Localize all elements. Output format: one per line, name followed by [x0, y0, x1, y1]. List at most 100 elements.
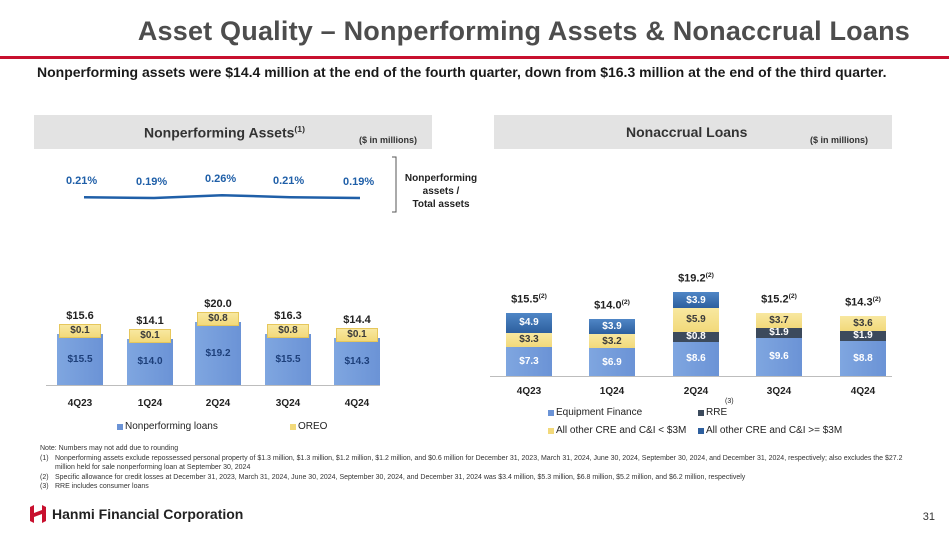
ratio-caption-line-2: assets / — [422, 186, 460, 197]
bar-total-label: $20.0 — [204, 297, 232, 310]
bar-segment-equipment-finance: $8.8 — [840, 340, 886, 376]
right-panel-title: Nonaccrual Loans — [626, 124, 748, 140]
bar-total-label: $15.5(2) — [511, 293, 547, 306]
company-logo: Hanmi Financial Corporation — [28, 504, 243, 524]
page-number: 31 — [922, 511, 935, 523]
na-legend-3: All other CRE and C&I < $3M — [548, 425, 686, 436]
np-axis-line — [46, 385, 380, 386]
rre-footnote-marker: (3) — [725, 398, 734, 405]
footnote-text: RRE includes consumer loans — [55, 483, 149, 490]
ratio-data-label: 0.26% — [205, 173, 237, 186]
legend-swatch-cre-lt — [548, 427, 554, 434]
footnote-row: (2) Specific allowance for credit losses … — [40, 473, 920, 483]
footnotes: Note: Numbers may not add due to roundin… — [40, 444, 920, 492]
bar-segment-cre-lt-3m: $3.7 — [756, 312, 802, 328]
footnote-row: (1) Nonperforming assets exclude reposses… — [40, 454, 920, 473]
x-axis-tick-label: 2Q24 — [683, 386, 709, 397]
x-axis-tick-label: 3Q24 — [275, 398, 301, 409]
right-panel-header: Nonaccrual Loans ($ in millions) — [494, 115, 892, 149]
subtitle: Nonperforming assets were $14.4 million … — [37, 64, 887, 80]
ratio-line — [83, 193, 361, 200]
bar-segment-equipment-finance: $7.3 — [506, 346, 552, 376]
x-axis-tick-label: 3Q24 — [766, 386, 792, 397]
ratio-data-label: 0.21% — [273, 175, 305, 188]
legend-swatch-rre — [698, 409, 704, 416]
na-axis-line — [490, 376, 892, 377]
bar-segment-oreo: $0.8 — [267, 323, 309, 338]
bar-segment-equipment-finance: $9.6 — [756, 337, 802, 376]
na-legend-4: All other CRE and C&I >= $3M — [698, 425, 842, 436]
bar-total-label: $14.3(2) — [845, 296, 881, 310]
left-panel-title: Nonperforming Assets(1) — [144, 124, 305, 141]
right-panel-unit: ($ in millions) — [810, 135, 869, 145]
legend-swatch-cre-ge — [698, 427, 704, 434]
footnote-row: (3) RRE includes consumer loans — [40, 482, 920, 492]
legend-swatch-oreo — [290, 423, 296, 430]
bar-total-label: $16.3 — [274, 309, 302, 322]
bar-segment-oreo: $0.1 — [59, 323, 101, 338]
legend-label-oreo: OREO — [298, 421, 328, 432]
footnote-text: Note: Numbers may not add due to roundin… — [40, 445, 179, 452]
bar-total-label: $19.2(2) — [678, 272, 714, 286]
footnote-text: Specific allowance for credit losses at … — [55, 473, 746, 481]
bar-segment-oreo: $0.1 — [129, 328, 171, 343]
ratio-caption-line-3: Total assets — [412, 199, 470, 210]
bar-segment-oreo: $0.1 — [336, 327, 378, 342]
bar-total-label: $14.1 — [136, 314, 164, 327]
ratio-data-label: 0.19% — [136, 176, 168, 188]
footnote-row: Note: Numbers may not add due to roundin… — [40, 444, 920, 454]
x-axis-tick-label: 4Q23 — [67, 398, 93, 409]
ratio-caption-line-1: Nonperforming — [404, 173, 478, 184]
legend-label-np: Nonperforming loans — [125, 421, 218, 432]
footnote-key: (3) — [40, 483, 49, 490]
np-legend-1: Nonperforming loans — [117, 421, 218, 432]
page-title: Asset Quality – Nonperforming Assets & N… — [137, 16, 910, 46]
legend-label-rre: RRE — [706, 407, 728, 418]
ratio-data-label: 0.21% — [66, 175, 98, 188]
bar-total-label: $14.4 — [343, 313, 371, 326]
footnote-text: Nonperforming assets exclude repossessed… — [55, 454, 903, 472]
bar-segment-nonperforming-loans: $15.5 — [57, 333, 103, 385]
x-axis-tick-label: 1Q24 — [137, 398, 163, 409]
ratio-bracket — [392, 156, 397, 213]
x-axis-tick-label: 4Q23 — [516, 386, 542, 397]
bar-segment-cre-lt-3m: $3.6 — [840, 316, 886, 331]
bar-segment-equipment-finance: $8.6 — [673, 341, 719, 376]
footnote-key: (2) — [40, 473, 49, 481]
x-axis-tick-label: 2Q24 — [205, 398, 231, 409]
x-axis-tick-label: 1Q24 — [599, 386, 625, 397]
left-panel-unit: ($ in millions) — [359, 135, 418, 145]
ratio-caption: Nonperforming assets / Total assets — [396, 172, 486, 211]
x-axis-tick-label: 4Q24 — [850, 386, 876, 397]
legend-label-cre-lt: All other CRE and C&I < $3M — [556, 425, 687, 436]
bar-segment-nonperforming-loans: $14.3 — [334, 337, 380, 385]
legend-swatch-np — [117, 423, 123, 430]
np-legend-2: OREO — [290, 421, 327, 432]
na-legend-2: RRE — [698, 407, 727, 418]
footnote-key: (1) — [40, 454, 49, 462]
na-legend-1: Equipment Finance — [548, 407, 642, 418]
ratio-data-label: 0.19% — [343, 176, 375, 188]
bar-total-label: $15.6 — [66, 309, 94, 322]
bar-total-label: $15.2(2) — [761, 292, 797, 306]
legend-label-equipment: Equipment Finance — [556, 407, 643, 418]
x-axis-tick-label: 4Q24 — [344, 398, 370, 409]
bar-segment-cre-ge-3m: $3.9 — [589, 318, 635, 335]
bar-segment-cre-lt-3m: $5.9 — [673, 308, 719, 332]
company-name: Hanmi Financial Corporation — [52, 506, 244, 522]
bar-segment-nonperforming-loans: $19.2 — [195, 321, 241, 385]
bar-segment-cre-lt-3m: $3.2 — [589, 334, 635, 349]
bar-segment-oreo: $0.8 — [197, 311, 239, 326]
legend-swatch-equipment — [548, 409, 554, 416]
bar-segment-rre: $0.8 — [673, 331, 719, 342]
legend-label-cre-ge: All other CRE and C&I >= $3M — [706, 425, 843, 436]
bar-segment-cre-ge-3m: $4.9 — [506, 313, 552, 333]
bar-segment-rre: $1.9 — [756, 327, 802, 338]
hanmi-logo-icon — [30, 505, 46, 523]
bar-segment-nonperforming-loans: $14.0 — [127, 338, 173, 385]
left-panel-header: Nonperforming Assets(1) ($ in millions) — [34, 115, 432, 149]
bar-segment-equipment-finance: $6.9 — [589, 348, 635, 376]
title-rule — [0, 56, 949, 59]
bar-segment-rre: $1.9 — [840, 330, 886, 341]
